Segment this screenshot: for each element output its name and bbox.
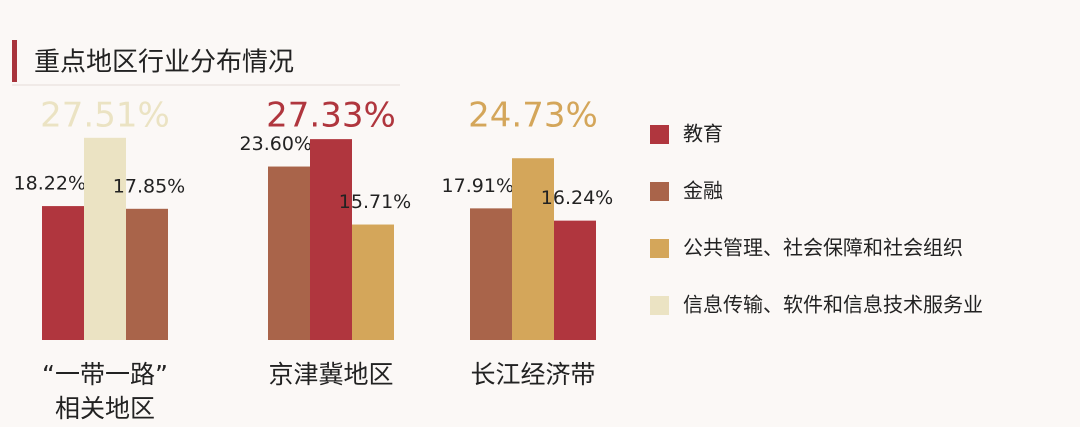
value-label-highlight: 27.33% <box>266 96 396 136</box>
legend-swatch <box>650 239 669 258</box>
legend-swatch <box>650 296 669 315</box>
legend-label: 公共管理、社会保障和社会组织 <box>683 236 963 260</box>
bar <box>268 166 310 340</box>
value-label: 17.91% <box>442 175 514 197</box>
legend-swatch <box>650 182 669 201</box>
value-label: 16.24% <box>541 187 613 209</box>
legend-label: 金融 <box>683 179 723 203</box>
value-label: 15.71% <box>339 191 411 213</box>
bar <box>42 206 84 340</box>
legend-label: 信息传输、软件和信息技术服务业 <box>683 293 983 317</box>
bar <box>470 208 512 340</box>
chart-title: 重点地区行业分布情况 <box>34 48 294 78</box>
value-label-highlight: 24.73% <box>468 96 598 136</box>
bar <box>84 137 126 340</box>
legend-swatch <box>650 125 669 144</box>
title-accent <box>12 40 17 82</box>
category-label: “一带一路” 相关地区 <box>42 360 168 423</box>
bar <box>554 220 596 340</box>
bar <box>126 208 168 340</box>
bar <box>310 139 352 340</box>
legend-label: 教育 <box>683 122 723 146</box>
value-label: 23.60% <box>240 133 312 155</box>
value-label: 17.85% <box>113 175 185 197</box>
category-label: 京津冀地区 <box>268 360 394 389</box>
bar <box>352 224 394 340</box>
value-label: 18.22% <box>14 173 86 195</box>
category-label: 长江经济带 <box>470 360 596 389</box>
bar <box>512 158 554 340</box>
value-label-highlight: 27.51% <box>40 96 170 136</box>
